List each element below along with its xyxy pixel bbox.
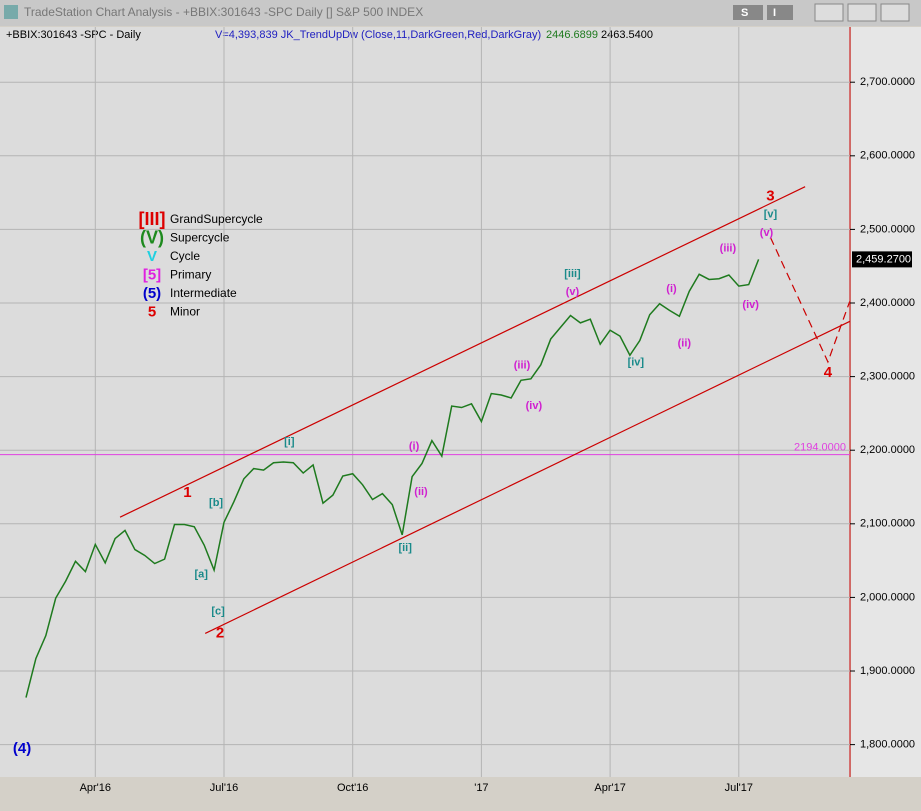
- y-tick-label: 2,500.0000: [860, 223, 915, 235]
- wave-label: 3: [766, 187, 774, 204]
- wave-label: (v): [566, 286, 580, 298]
- symbol-label: +BBIX:301643 -SPC - Daily: [6, 29, 141, 41]
- legend-symbol: [III]: [139, 209, 166, 229]
- wave-label: 1: [183, 484, 191, 501]
- wave-label: (iv): [742, 299, 759, 311]
- wave-label: [iii]: [564, 268, 581, 280]
- s-button[interactable]: [733, 5, 763, 20]
- y-tick-label: 2,200.0000: [860, 444, 915, 456]
- x-tick-label: Oct'16: [337, 782, 368, 794]
- i-button-label: I: [773, 7, 776, 19]
- wave-label: (ii): [678, 337, 692, 349]
- y-tick-label: 2,000.0000: [860, 591, 915, 603]
- legend-label: Intermediate: [170, 286, 237, 300]
- legend-label: Cycle: [170, 249, 200, 263]
- y-tick-label: 1,800.0000: [860, 739, 915, 751]
- wave-label: [c]: [211, 605, 225, 617]
- x-tick-label: Jul'16: [210, 782, 238, 794]
- wave-label: [b]: [209, 497, 223, 509]
- trendline: [769, 237, 851, 364]
- legend-symbol: 5: [148, 303, 156, 320]
- wave-label: (iii): [514, 359, 531, 371]
- wave-label: [a]: [195, 569, 209, 581]
- y-tick-label: 2,300.0000: [860, 371, 915, 383]
- wave-label: (ii): [414, 486, 428, 498]
- s-button-label: S: [741, 7, 748, 19]
- legend-label: Primary: [170, 268, 211, 282]
- price-line: [25, 259, 760, 698]
- wave-label: [ii]: [398, 542, 412, 554]
- plot-area: [0, 27, 850, 777]
- app-icon: [4, 5, 18, 19]
- wave-label: (i): [409, 440, 420, 452]
- wave-label: (i): [666, 283, 677, 295]
- legend-label: GrandSupercycle: [170, 212, 263, 226]
- x-tick-label: '17: [474, 782, 488, 794]
- x-tick-label: Jul'17: [725, 782, 753, 794]
- indicator-value: 2446.6899: [546, 29, 598, 41]
- x-tick-label: Apr'16: [80, 782, 111, 794]
- indicator-value: 2463.5400: [601, 29, 653, 41]
- y-tick-label: 2,100.0000: [860, 518, 915, 530]
- y-tick-label: 2,600.0000: [860, 150, 915, 162]
- legend-label: Supercycle: [170, 231, 230, 245]
- y-tick-label: 2,700.0000: [860, 76, 915, 88]
- wave-label: [v]: [764, 209, 778, 221]
- wave-label: (4): [13, 740, 31, 757]
- time-axis: [0, 778, 921, 806]
- wave-label: [iv]: [628, 357, 645, 369]
- wave-label: [i]: [284, 436, 295, 448]
- y-tick-label: 2,400.0000: [860, 297, 915, 309]
- wave-label: (v): [760, 227, 774, 239]
- trendline: [119, 186, 806, 518]
- legend-symbol: V: [147, 248, 157, 265]
- legend-symbol: (V): [140, 227, 164, 247]
- y-tick-label: 1,900.0000: [860, 665, 915, 677]
- legend-label: Minor: [170, 305, 200, 319]
- wave-label: 4: [824, 364, 833, 381]
- i-button[interactable]: [767, 5, 793, 20]
- wave-label: 2: [216, 624, 224, 641]
- price-axis: [851, 27, 921, 777]
- trendline: [204, 320, 850, 635]
- last-price-box: [852, 251, 912, 268]
- close-button[interactable]: [880, 3, 910, 22]
- legend-symbol: [5]: [143, 266, 161, 283]
- indicator-label: V=4,393,839 JK_TrendUpDw (Close,11,DarkG…: [215, 29, 541, 41]
- reference-label: 2194.0000: [794, 442, 846, 454]
- wave-label: (iii): [720, 242, 737, 254]
- legend-symbol: (5): [143, 285, 161, 302]
- maximize-button[interactable]: [847, 3, 877, 22]
- window-title: TradeStation Chart Analysis - +BBIX:3016…: [24, 5, 423, 19]
- x-tick-label: Apr'17: [594, 782, 625, 794]
- wave-label: (iv): [526, 400, 543, 412]
- minimize-button[interactable]: [814, 3, 844, 22]
- last-price-label: 2,459.2700: [856, 253, 911, 265]
